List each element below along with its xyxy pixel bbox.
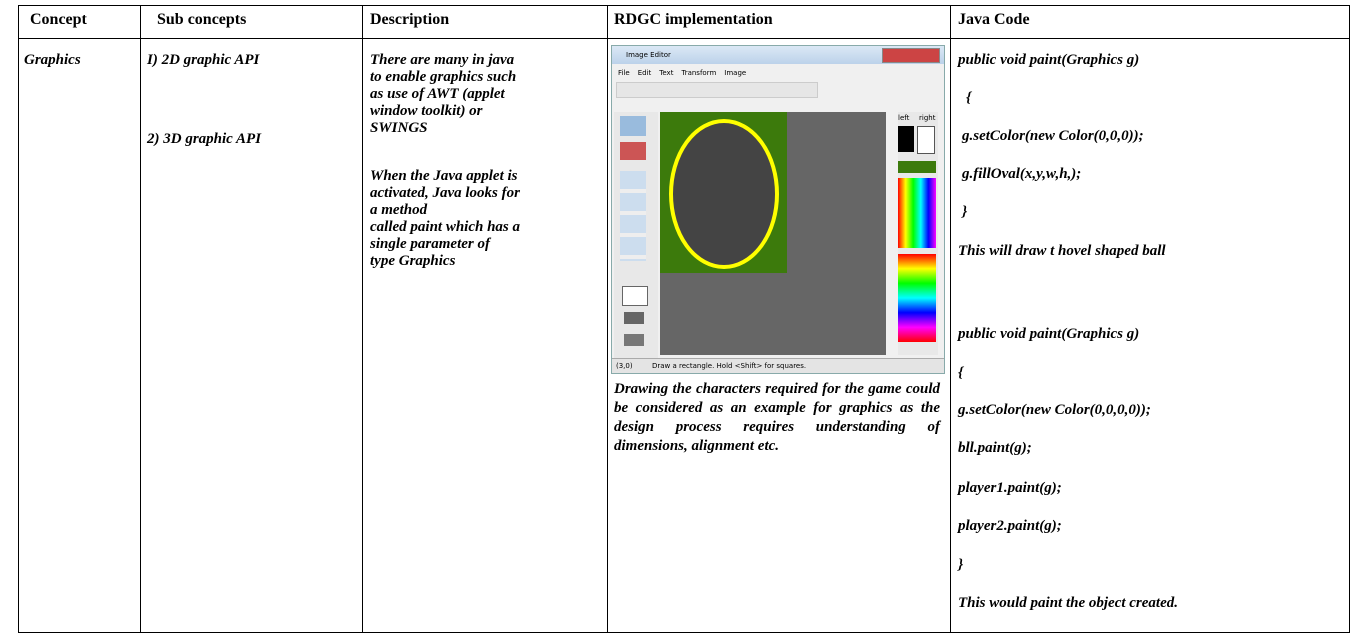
sub-concept: 2) 3D graphic API	[147, 131, 262, 147]
code-line: g.setColor(new Color(0,0,0,0));	[958, 402, 1151, 418]
description-line: SWINGS	[370, 120, 428, 136]
code-line: }	[962, 204, 968, 220]
menu-item: Transform	[681, 69, 717, 77]
code-line: player2.paint(g);	[958, 518, 1062, 534]
code-line: bll.paint(g);	[958, 440, 1032, 456]
description-line: There are many in java	[370, 52, 515, 68]
header: Concept	[30, 11, 87, 28]
status-position: (3,0)	[616, 362, 633, 370]
description-line: called paint which has a	[370, 219, 521, 235]
code-line: This will draw t hovel shaped ball	[958, 243, 1166, 259]
code-line: This would paint the object created.	[958, 595, 1178, 611]
menu-item: Text	[659, 69, 674, 77]
code-line: player1.paint(g);	[958, 480, 1062, 496]
concept: Graphics	[24, 52, 81, 68]
description-line: to enable graphics such	[370, 69, 517, 85]
palette-label: right	[919, 114, 936, 122]
description-line: type Graphics	[370, 253, 456, 269]
status-text: Draw a rectangle. Hold <Shift> for squar…	[652, 362, 807, 370]
description-line: window toolkit) or	[370, 103, 483, 119]
code-line: {	[958, 365, 964, 381]
description-line: as use of AWT (applet	[370, 86, 505, 102]
caption: Drawing the characters required for the …	[614, 381, 940, 454]
header: Java Code	[958, 11, 1030, 28]
menu-bar: File Edit Text Transform Image	[618, 69, 754, 77]
description-line: single parameter of	[370, 236, 490, 252]
oval-drawing	[669, 119, 779, 269]
code-line: }	[958, 557, 964, 573]
header: RDGC implementation	[614, 11, 773, 28]
code-line: g.setColor(new Color(0,0,0));	[962, 128, 1144, 144]
menu-item: Image	[724, 69, 747, 77]
description-line: When the Java applet is	[370, 168, 518, 184]
code-line: {	[966, 90, 972, 106]
window-title: Image Editor	[626, 51, 671, 59]
menu-item: File	[618, 69, 630, 77]
description-line: activated, Java looks for	[370, 185, 520, 201]
menu-item: Edit	[637, 69, 652, 77]
image-editor-screenshot: Image Editor File Edit Text Transform Image …	[611, 45, 945, 374]
sub-concept: I) 2D graphic API	[147, 52, 260, 68]
code-line: g.fillOval(x,y,w,h,);	[962, 166, 1082, 182]
header: Description	[370, 11, 450, 28]
code-line: public void paint(Graphics g)	[958, 52, 1140, 68]
description-line: a method	[370, 202, 428, 218]
palette-label: left	[898, 114, 910, 122]
code-line: public void paint(Graphics g)	[958, 326, 1140, 342]
header: Sub concepts	[157, 11, 247, 28]
